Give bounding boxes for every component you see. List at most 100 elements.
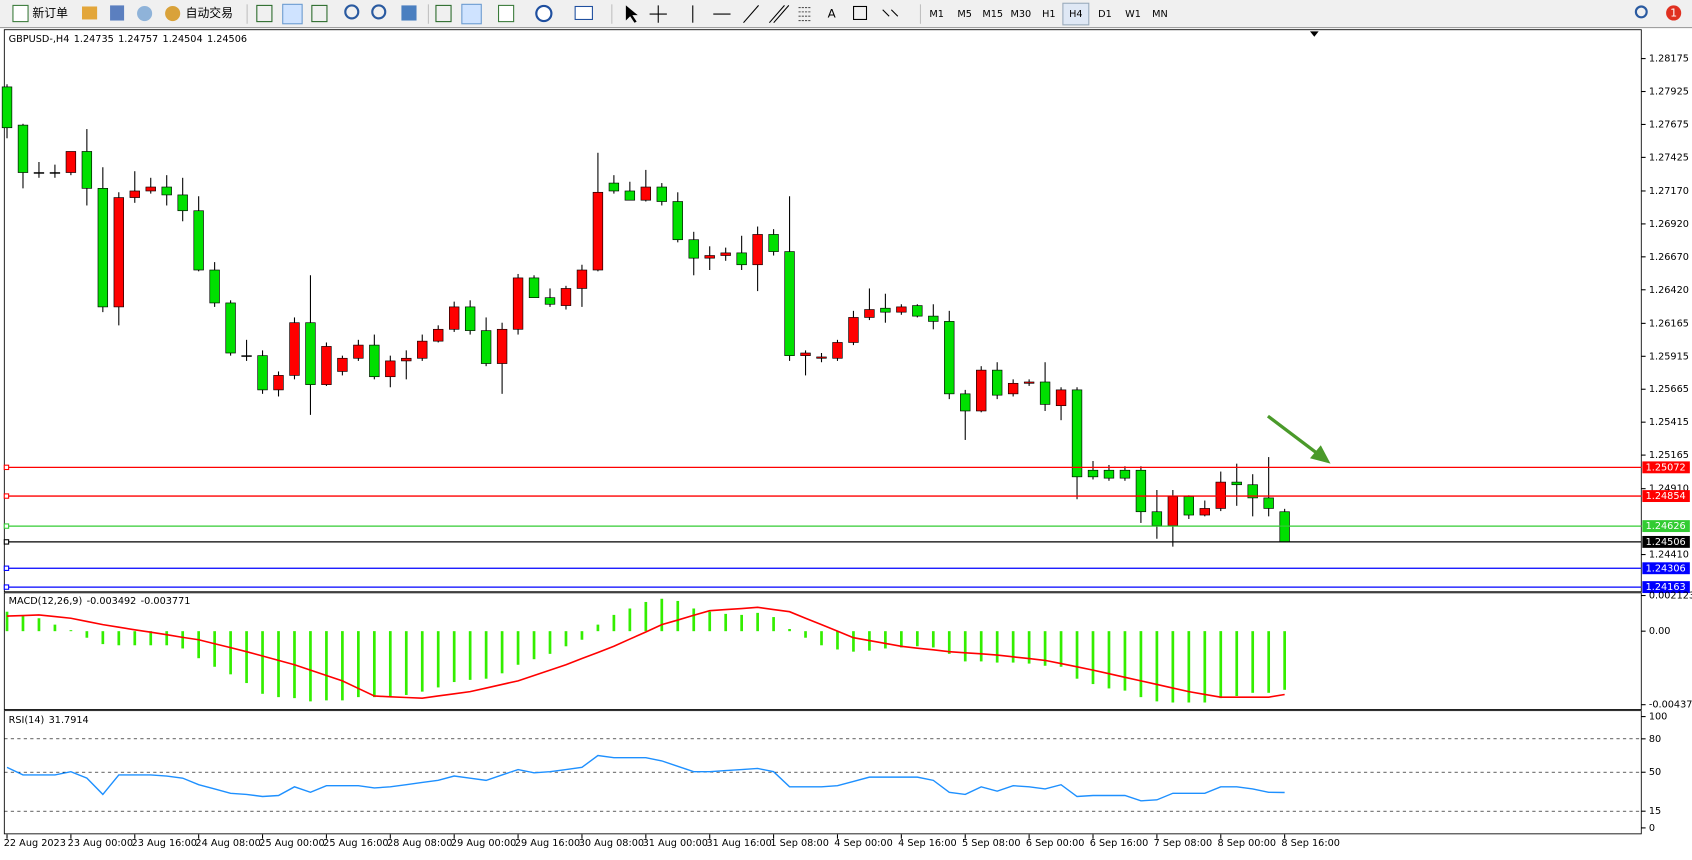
x-tick-label: 24 Aug 08:00 xyxy=(195,838,260,849)
x-tick-label: 30 Aug 08:00 xyxy=(579,838,644,849)
y-tick-label: 1.25415 xyxy=(1649,417,1689,428)
y-tick-label: 1.26920 xyxy=(1649,219,1689,230)
line-chart-btn[interactable] xyxy=(311,4,328,23)
level-label-bg xyxy=(1642,581,1690,594)
trendline-tool[interactable] xyxy=(743,5,760,24)
candle-chart-btn[interactable] xyxy=(282,3,303,25)
candle-body xyxy=(257,355,268,391)
chart-shift[interactable] xyxy=(461,3,482,25)
notification-badge[interactable] xyxy=(1666,5,1682,21)
auto-trading-icon[interactable] xyxy=(165,5,181,22)
candle-body xyxy=(1135,469,1147,513)
channel-tool[interactable] xyxy=(768,5,790,24)
timeframe-button[interactable]: M15 xyxy=(982,9,1003,20)
timeframe-button[interactable]: MN xyxy=(1152,9,1168,20)
search[interactable] xyxy=(1634,5,1648,19)
y-tick-label: -0.004378 xyxy=(1649,700,1692,711)
zoom-out[interactable] xyxy=(371,4,387,20)
y-tick-label: 1.27675 xyxy=(1649,119,1689,130)
level-label-bg xyxy=(1642,461,1690,474)
crosshair-tool[interactable] xyxy=(649,5,667,23)
y-tick-label: 1.26165 xyxy=(1649,318,1689,329)
rsi-title: RSI(14) xyxy=(9,715,45,726)
signal-line xyxy=(6,606,1285,699)
candle-body xyxy=(241,355,252,357)
new-order[interactable]: 新订单 xyxy=(32,6,68,20)
timeframe-button[interactable]: H1 xyxy=(1042,9,1055,20)
candle-body xyxy=(209,269,220,304)
timeframe-button[interactable]: D1 xyxy=(1098,9,1112,20)
y-tick-label: 1.26670 xyxy=(1649,252,1689,263)
level-label-bg xyxy=(1642,520,1690,533)
new-order-icon[interactable] xyxy=(12,4,29,23)
candle-body xyxy=(33,172,45,174)
y-tick-label: 100 xyxy=(1649,712,1668,723)
timeframe-button[interactable]: M30 xyxy=(1010,9,1031,20)
arrows-tool[interactable] xyxy=(882,9,899,17)
candle-body xyxy=(624,190,636,201)
candle-body xyxy=(369,344,380,378)
text-tool[interactable]: A xyxy=(828,7,837,21)
candle-body xyxy=(800,352,811,356)
candle-body xyxy=(928,315,939,322)
x-tick-label: 6 Sep 00:00 xyxy=(1026,838,1085,849)
icon[interactable] xyxy=(82,6,98,20)
x-tick-label: 7 Sep 08:00 xyxy=(1154,838,1213,849)
candle-body xyxy=(896,306,907,313)
level-handle xyxy=(3,584,10,590)
fibo-tool[interactable] xyxy=(798,7,812,22)
x-tick-label: 8 Sep 16:00 xyxy=(1281,838,1340,849)
candle-body xyxy=(337,357,348,372)
zoom-in[interactable] xyxy=(344,4,360,20)
candle-body xyxy=(464,306,476,331)
indicators[interactable] xyxy=(497,4,515,23)
candle-body xyxy=(704,255,715,259)
active-timeframe xyxy=(1062,2,1090,26)
x-tick-label: 22 Aug 2023 xyxy=(4,838,66,849)
icon[interactable] xyxy=(137,5,153,22)
tile-windows[interactable] xyxy=(401,5,417,21)
autoscroll[interactable] xyxy=(435,4,452,23)
x-tick-label: 23 Aug 00:00 xyxy=(68,838,133,849)
timeframe-button[interactable]: M5 xyxy=(957,9,972,20)
candle-body xyxy=(1167,496,1179,526)
timeframe-button[interactable]: W1 xyxy=(1125,9,1141,20)
candle-body xyxy=(976,369,987,412)
candle-body xyxy=(1087,469,1099,478)
level-label: 1.24506 xyxy=(1646,537,1686,548)
candle-body xyxy=(1103,469,1115,479)
main-panel xyxy=(3,29,1642,593)
candle-body xyxy=(193,210,204,271)
candle-body xyxy=(1039,381,1051,405)
level-label-bg xyxy=(1642,535,1690,548)
candle-body xyxy=(1023,381,1035,384)
candle-body xyxy=(912,305,923,317)
candle-body xyxy=(592,191,604,271)
x-tick-label: 29 Aug 00:00 xyxy=(451,838,516,849)
timeframe-button[interactable]: H4 xyxy=(1069,9,1082,20)
candle-body xyxy=(848,317,859,343)
x-tick-label: 28 Aug 08:00 xyxy=(387,838,452,849)
y-tick-label: 1.25165 xyxy=(1649,450,1689,461)
notification-count[interactable]: 1 xyxy=(1670,7,1677,20)
candle-body xyxy=(161,186,172,196)
level-handle xyxy=(3,493,10,499)
icon[interactable] xyxy=(110,5,125,21)
shift-marker xyxy=(1310,31,1319,37)
auto-trading[interactable]: 自动交易 xyxy=(186,6,233,20)
macd-header: MACD(12,26,9) -0.003492 -0.003771 xyxy=(9,596,191,607)
y-tick-label: 1.25915 xyxy=(1649,351,1689,362)
timeframe-button[interactable]: M1 xyxy=(929,9,944,20)
templates[interactable] xyxy=(574,5,593,20)
candle-body xyxy=(1183,496,1195,516)
periods[interactable] xyxy=(535,4,553,23)
header-high: 1.24757 xyxy=(118,34,158,45)
cursor-tool[interactable] xyxy=(625,5,638,23)
y-tick-label: 80 xyxy=(1649,734,1661,745)
label-tool[interactable] xyxy=(853,5,868,20)
y-tick-label: 1.25665 xyxy=(1649,384,1689,395)
bar-chart-btn[interactable] xyxy=(256,4,273,23)
x-tick-label: 4 Sep 00:00 xyxy=(834,838,893,849)
y-tick-label: 1.24910 xyxy=(1649,484,1689,495)
